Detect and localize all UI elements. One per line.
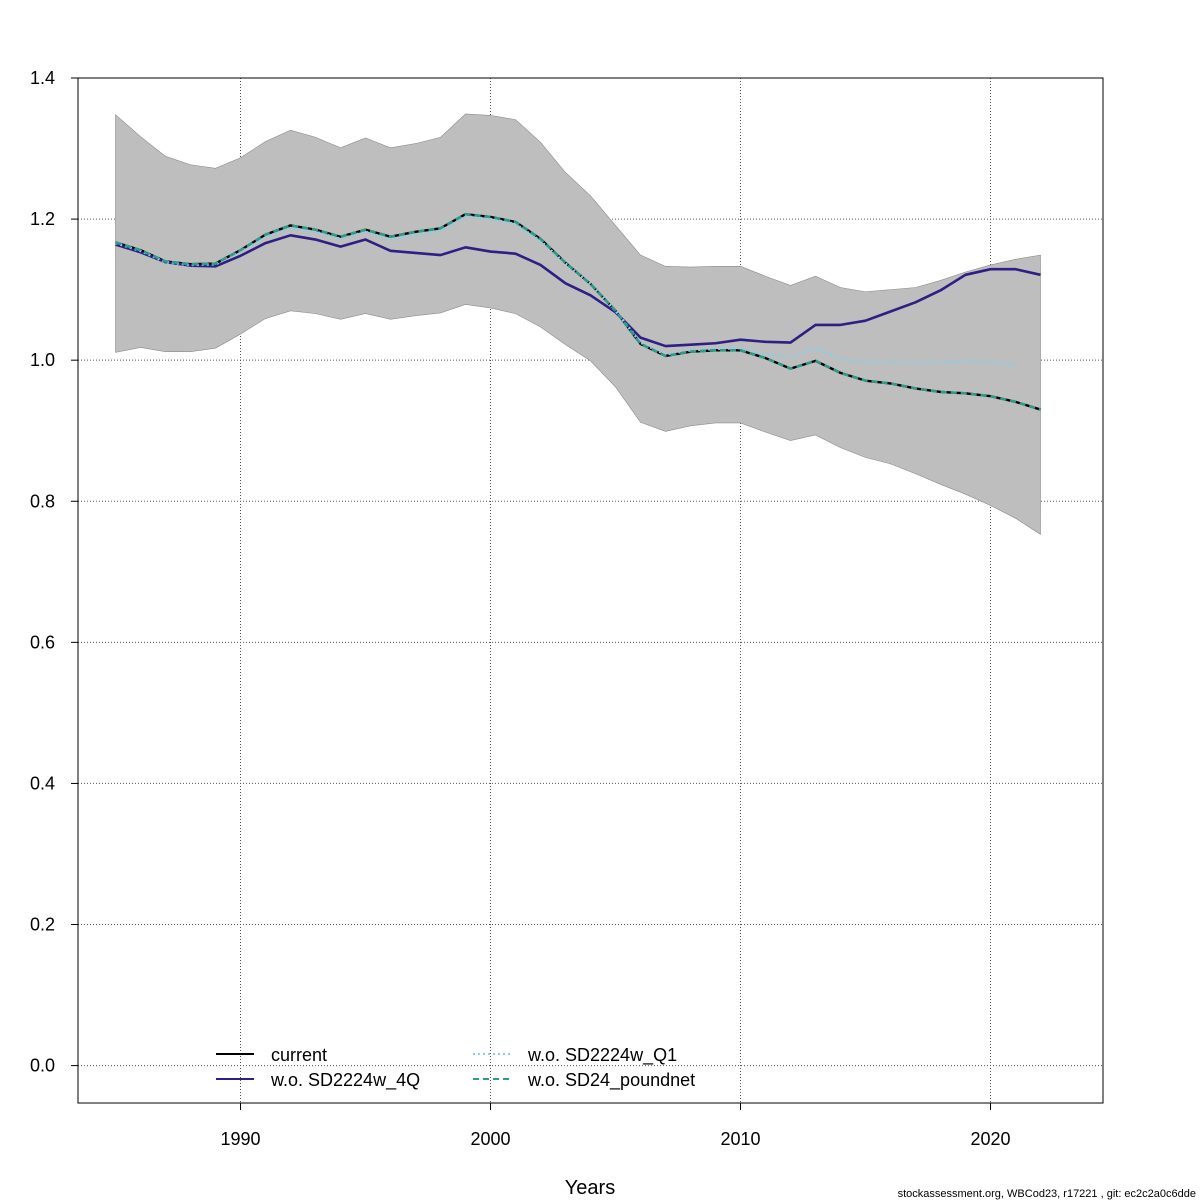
y-axis: 0.0 0.2 0.4 0.6 0.8 1.0 1.2 1.4 bbox=[30, 68, 78, 1076]
y-tick-label: 0.4 bbox=[30, 773, 55, 793]
series-line-2 bbox=[115, 234, 1041, 348]
y-tick-label: 0.0 bbox=[30, 1056, 55, 1076]
plot-frame bbox=[77, 77, 1104, 1104]
y-tick-label: 1.0 bbox=[30, 350, 55, 370]
legend-label-1: current bbox=[271, 1045, 327, 1065]
series-line-3 bbox=[115, 214, 1016, 367]
x-axis: 1990 2000 2010 2020 bbox=[220, 1103, 1011, 1149]
x-tick-label: 1990 bbox=[220, 1129, 260, 1149]
x-tick-label: 2020 bbox=[970, 1129, 1010, 1149]
footer-credit: stockassessment.org, WBCod23, r17221 , g… bbox=[898, 1188, 1196, 1200]
series-layer bbox=[115, 212, 1041, 411]
confidence-band bbox=[115, 113, 1041, 535]
x-axis-title: Years bbox=[565, 1177, 615, 1199]
x-tick-label: 2010 bbox=[720, 1129, 760, 1149]
x-tick-label: 2000 bbox=[470, 1129, 510, 1149]
y-tick-label: 0.8 bbox=[30, 491, 55, 511]
y-tick-label: 0.2 bbox=[30, 915, 55, 935]
legend-label-3: w.o. SD2224w_Q1 bbox=[527, 1045, 677, 1066]
y-tick-label: 1.2 bbox=[30, 209, 55, 229]
legend-label-2: w.o. SD2224w_4Q bbox=[270, 1070, 420, 1091]
legend-label-4: w.o. SD24_poundnet bbox=[527, 1070, 695, 1091]
legend: current w.o. SD2224w_4Q w.o. SD2224w_Q1 w.o… bbox=[216, 1045, 695, 1091]
series-line-4 bbox=[115, 212, 1041, 411]
confidence-band-layer bbox=[115, 113, 1041, 535]
y-tick-label: 1.4 bbox=[30, 68, 55, 88]
y-tick-label: 0.6 bbox=[30, 632, 55, 652]
